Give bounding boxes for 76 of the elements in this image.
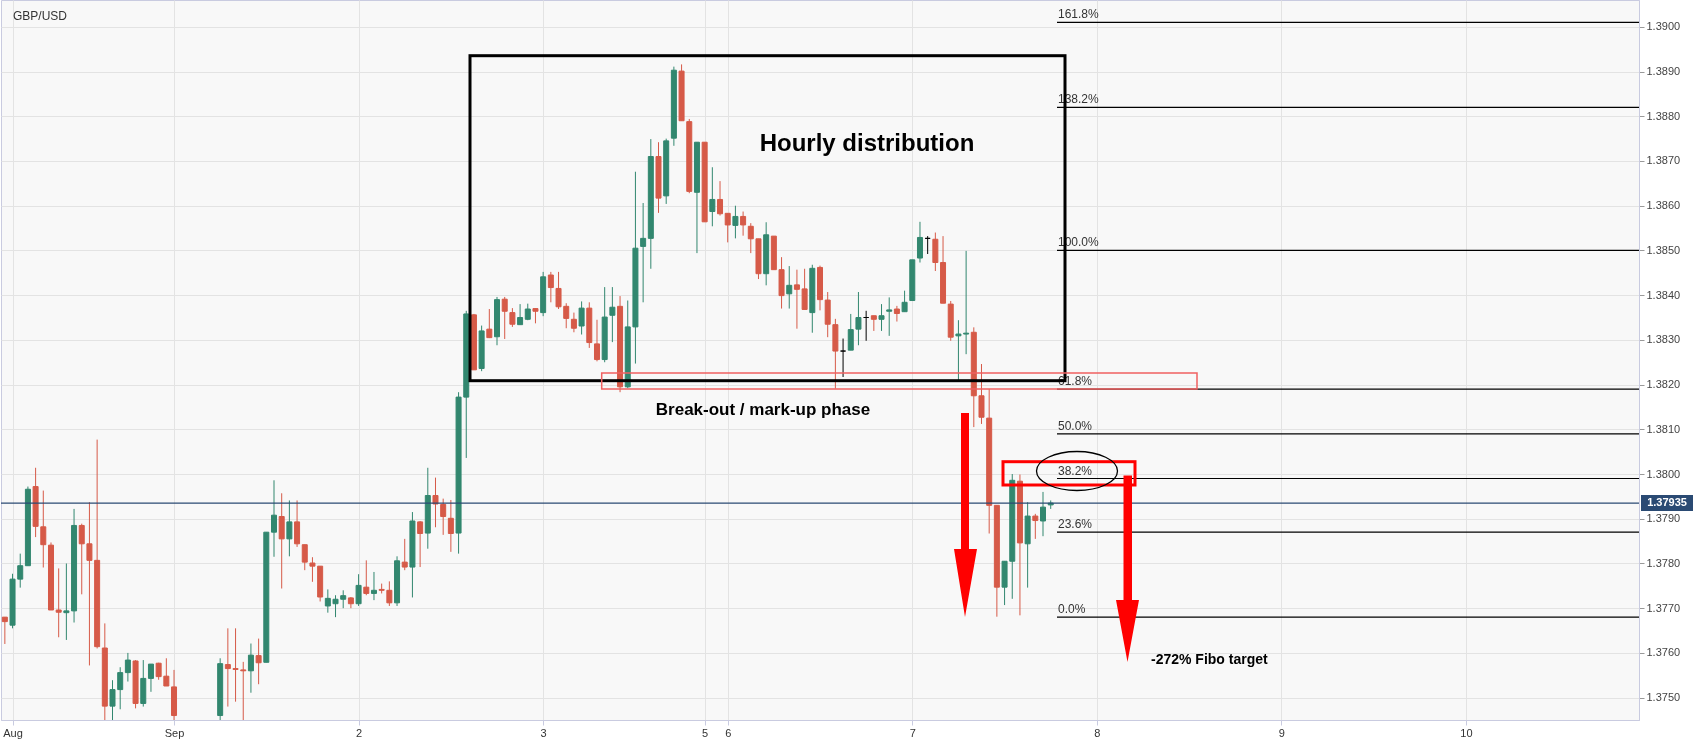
candlestick bbox=[401, 538, 408, 571]
x-tick-label: Aug bbox=[3, 726, 23, 739]
y-tick-label: 1.3890 bbox=[1646, 65, 1681, 78]
candlestick bbox=[255, 638, 262, 685]
candlestick bbox=[916, 221, 923, 264]
y-tick-label: 1.3800 bbox=[1646, 467, 1681, 480]
candlestick bbox=[609, 286, 616, 343]
candlestick bbox=[1, 616, 8, 645]
y-tick-label: 1.3820 bbox=[1646, 378, 1681, 391]
y-tick-label: 1.3830 bbox=[1646, 333, 1681, 346]
y-tick-label: 1.3790 bbox=[1646, 512, 1681, 525]
candlestick bbox=[740, 211, 747, 237]
annotation: Hourly distribution bbox=[759, 129, 975, 156]
annotation: Break-out / mark-up phase bbox=[655, 400, 871, 419]
candlestick bbox=[294, 499, 301, 548]
candlestick bbox=[786, 265, 793, 310]
y-tick-label: 1.3780 bbox=[1646, 556, 1681, 569]
candlestick bbox=[732, 205, 739, 239]
candlestick bbox=[709, 166, 716, 227]
candlestick bbox=[1040, 491, 1047, 537]
candlestick bbox=[1032, 513, 1039, 540]
candlestick bbox=[593, 319, 600, 362]
candlestick bbox=[417, 520, 424, 568]
candlestick bbox=[355, 573, 362, 607]
y-tick-label: 1.3750 bbox=[1646, 691, 1681, 704]
y-tick-label: 1.3880 bbox=[1646, 109, 1681, 122]
candlestick bbox=[717, 180, 724, 217]
candlestick bbox=[724, 212, 731, 243]
candlestick bbox=[509, 307, 516, 328]
y-tick-label: 1.3860 bbox=[1646, 199, 1681, 212]
candlestick bbox=[640, 202, 647, 303]
x-tick-label: 5 bbox=[702, 726, 709, 739]
candlestick bbox=[901, 290, 908, 313]
y-tick-label: 1.3770 bbox=[1646, 601, 1681, 614]
y-tick-label: 1.3840 bbox=[1646, 288, 1681, 301]
annotation: -272% Fibo target bbox=[1151, 651, 1269, 667]
candlestick bbox=[55, 567, 62, 638]
candlestick bbox=[840, 338, 847, 378]
candlestick bbox=[286, 499, 293, 557]
annotation: 38.2% bbox=[1058, 463, 1093, 478]
candlestick bbox=[147, 663, 154, 693]
y-tick-label: 1.3760 bbox=[1646, 646, 1681, 659]
candlestick bbox=[517, 303, 524, 326]
candlestick bbox=[501, 296, 508, 340]
candlestick bbox=[247, 643, 254, 694]
x-tick-label: 6 bbox=[725, 726, 732, 739]
candlestick bbox=[878, 303, 885, 332]
candlestick bbox=[547, 271, 554, 303]
candlestick bbox=[447, 499, 454, 553]
x-tick-label: 7 bbox=[909, 726, 916, 739]
candlestick bbox=[271, 479, 277, 558]
candlestick bbox=[370, 571, 377, 601]
candlestick bbox=[578, 300, 585, 336]
x-tick-label: 8 bbox=[1094, 726, 1101, 739]
x-tick-label: Sep bbox=[164, 726, 185, 739]
text: GBP/USD bbox=[13, 9, 68, 23]
x-tick-label: 10 bbox=[1460, 726, 1473, 739]
annotation: 0.0% bbox=[1058, 602, 1086, 617]
y-tick-label: 1.3900 bbox=[1646, 20, 1681, 33]
candlestick bbox=[363, 559, 370, 596]
y-tick-label: 1.3810 bbox=[1646, 422, 1681, 435]
x-tick-label: 3 bbox=[540, 726, 547, 739]
annotation: 161.8% bbox=[1058, 7, 1100, 22]
candlestick bbox=[278, 492, 285, 590]
x-tick-label: 9 bbox=[1278, 726, 1285, 739]
candlestick bbox=[486, 308, 493, 339]
candlestick bbox=[893, 305, 900, 323]
ref-line-label: 1.37935 bbox=[1647, 496, 1687, 509]
x-tick-label: 2 bbox=[356, 726, 363, 739]
annotation: 50.0% bbox=[1058, 418, 1093, 433]
candlestick bbox=[570, 312, 577, 333]
candlestick bbox=[124, 652, 131, 683]
y-tick-label: 1.3850 bbox=[1646, 243, 1681, 256]
candlestick bbox=[886, 296, 893, 337]
annotation: 23.6% bbox=[1058, 517, 1093, 532]
y-tick-label: 1.3870 bbox=[1646, 154, 1681, 167]
